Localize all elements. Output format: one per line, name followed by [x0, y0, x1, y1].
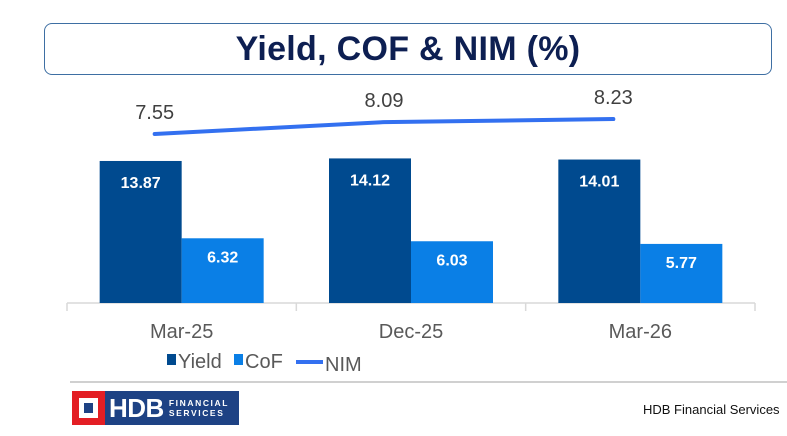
legend-nim-label: NIM	[325, 354, 362, 376]
yield-data-label: 14.12	[350, 172, 390, 189]
cof-bar	[181, 238, 264, 303]
yield-data-label: 14.01	[579, 174, 619, 191]
nim-data-label: 8.09	[365, 90, 404, 112]
nim-data-label: 7.55	[135, 102, 174, 124]
legend-yield-swatch	[167, 354, 176, 365]
x-tick-label: Mar-26	[609, 321, 672, 343]
cof-data-label: 5.77	[666, 255, 697, 272]
chart-title-box: Yield, COF & NIM (%)	[44, 23, 772, 75]
footer-divider	[70, 381, 787, 383]
legend-cof-swatch	[234, 354, 243, 365]
cof-data-label: 6.32	[207, 249, 238, 266]
hdb-logo: HDB FINANCIAL SERVICES	[72, 391, 239, 425]
chart-title: Yield, COF & NIM (%)	[235, 29, 581, 68]
nim-line	[152, 117, 616, 136]
yield-bar	[329, 158, 411, 303]
chart: 13.87 6.32 Mar-25 7.55 14.12 6.03 Dec-25 8.09 14…	[66, 87, 756, 376]
yield-data-label: 13.87	[121, 175, 161, 192]
yield-bar	[99, 160, 182, 303]
x-tick-label: Dec-25	[379, 321, 443, 343]
cof-bar	[411, 241, 493, 303]
nim-data-label: 8.23	[594, 87, 633, 109]
legend-yield-label: Yield	[178, 351, 222, 373]
x-tick-label: Mar-25	[150, 321, 213, 343]
logo-subtext-2: SERVICES	[168, 408, 225, 418]
yield-bar	[558, 159, 641, 303]
cof-data-label: 6.03	[436, 252, 467, 269]
logo-text: HDB	[109, 392, 164, 423]
cof-bar	[640, 243, 723, 303]
logo-subtext-1: FINANCIAL	[168, 398, 230, 408]
legend-cof-label: CoF	[245, 351, 283, 373]
hdb-logo-mark-icon	[72, 391, 105, 425]
footer-company-name: HDB Financial Services	[643, 402, 780, 417]
